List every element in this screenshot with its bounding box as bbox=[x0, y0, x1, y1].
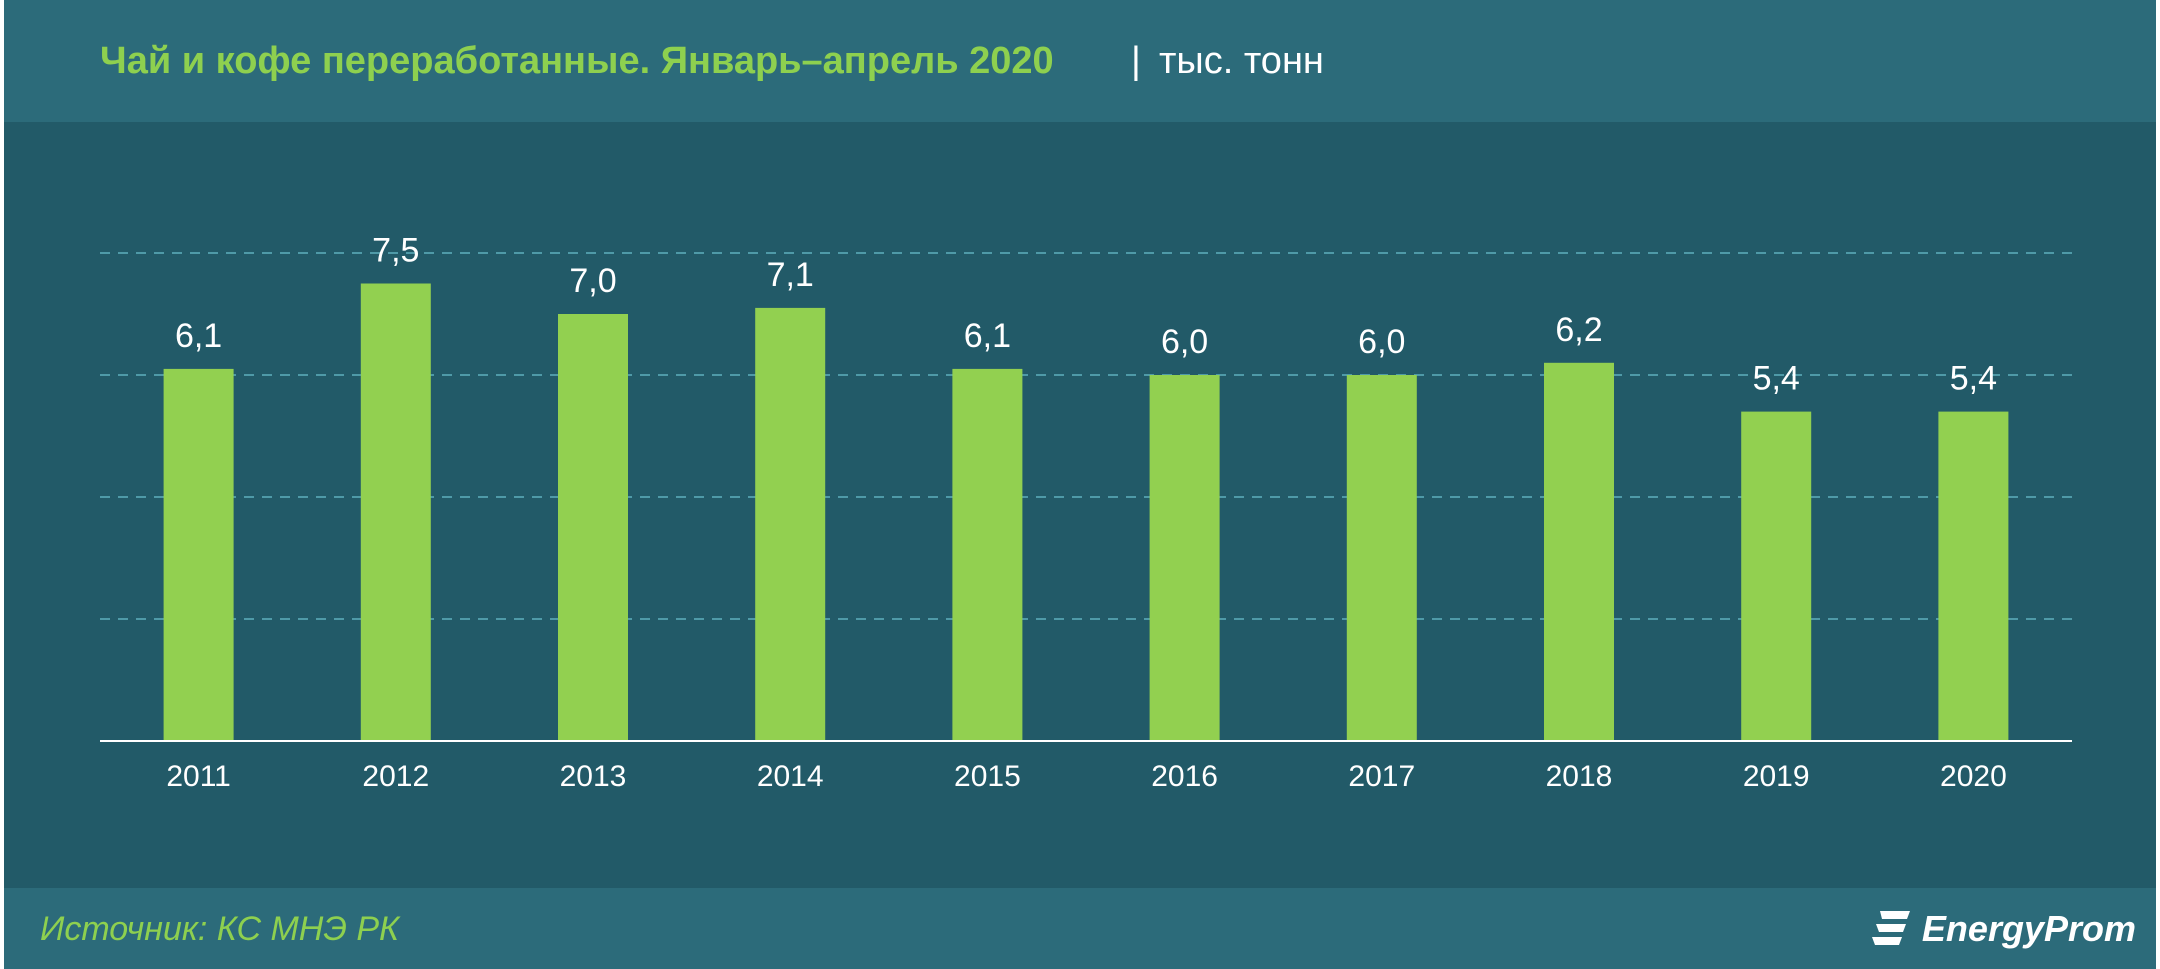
footer-band: Источник: КС МНЭ РК EnergyProm bbox=[4, 888, 2156, 969]
bar-2020 bbox=[1938, 411, 2009, 741]
bar-2019 bbox=[1741, 411, 1812, 741]
chart-title: Чай и кофе переработанные. Январь–апрель… bbox=[100, 40, 1054, 82]
bar-2012 bbox=[360, 283, 431, 741]
bar-2014 bbox=[755, 307, 826, 741]
x-tick-label-2018: 2018 bbox=[1546, 760, 1613, 793]
data-label-2011: 6,1 bbox=[175, 317, 222, 355]
x-tick-label-2012: 2012 bbox=[362, 760, 429, 793]
chart-frame: Чай и кофе переработанные. Январь–апрель… bbox=[4, 0, 2156, 969]
data-label-2020: 5,4 bbox=[1950, 360, 1997, 398]
bar-2016 bbox=[1149, 375, 1220, 741]
header-band: Чай и кофе переработанные. Январь–апрель… bbox=[4, 0, 2156, 122]
data-label-2013: 7,0 bbox=[569, 262, 616, 300]
x-tick-label-2017: 2017 bbox=[1348, 760, 1415, 793]
energyprom-logo-icon bbox=[1871, 911, 1910, 945]
bar-2017 bbox=[1346, 375, 1417, 741]
x-tick-label-2014: 2014 bbox=[757, 760, 824, 793]
data-labels: 6,1 7,5 7,0 7,1 6,1 6,0 6,0 6,2 5,4 5,4 bbox=[175, 232, 1997, 398]
source-note: Источник: КС МНЭ РК bbox=[40, 910, 400, 948]
data-label-2017: 6,0 bbox=[1358, 323, 1405, 361]
x-tick-label-2016: 2016 bbox=[1151, 760, 1218, 793]
data-label-2015: 6,1 bbox=[964, 317, 1011, 355]
bar-2018 bbox=[1544, 362, 1614, 741]
x-tick-labels: 2011 2012 2013 2014 2015 2016 2017 2018 2019 2020 bbox=[166, 760, 2006, 793]
logo-text: EnergyProm bbox=[1921, 908, 2136, 949]
x-tick-label-2015: 2015 bbox=[954, 760, 1021, 793]
data-label-2019: 5,4 bbox=[1753, 360, 1800, 398]
unit-label: тыс. тонн bbox=[1159, 40, 1324, 82]
x-tick-label-2019: 2019 bbox=[1743, 760, 1810, 793]
unit-separator: | bbox=[1131, 40, 1141, 82]
data-label-2018: 6,2 bbox=[1555, 311, 1602, 349]
bar-2015 bbox=[952, 368, 1023, 741]
bar-2011 bbox=[163, 368, 234, 741]
brand-logo: EnergyProm bbox=[1870, 904, 2136, 954]
data-label-2014: 7,1 bbox=[767, 256, 814, 294]
bar-2013 bbox=[558, 314, 628, 741]
x-tick-label-2011: 2011 bbox=[166, 760, 231, 793]
data-label-2016: 6,0 bbox=[1161, 323, 1208, 361]
bars bbox=[163, 283, 2009, 741]
x-tick-label-2013: 2013 bbox=[560, 760, 627, 793]
data-label-2012: 7,5 bbox=[372, 232, 419, 270]
bar-chart: 6,17,57,0 7,16,1 6,0 6,0 6,25,4 5,4 2011 2012 2… bbox=[100, 232, 2072, 793]
x-tick-label-2020: 2020 bbox=[1940, 760, 2007, 793]
